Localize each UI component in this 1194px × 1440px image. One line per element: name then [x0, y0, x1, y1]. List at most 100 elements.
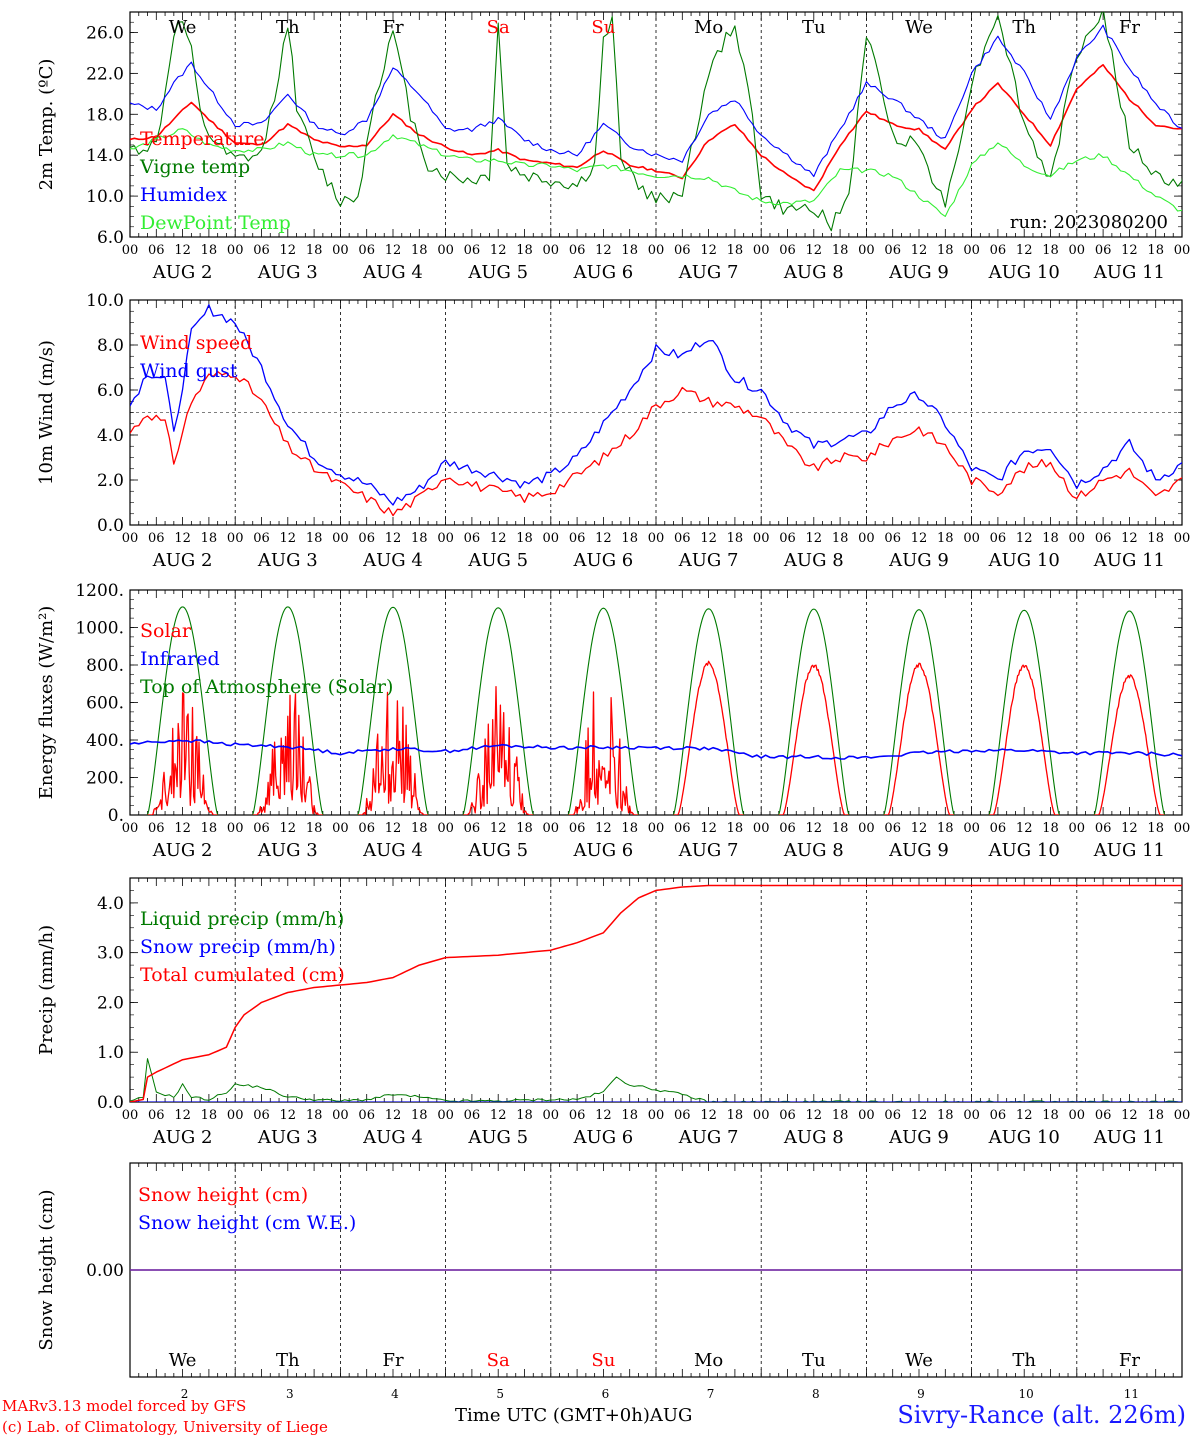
hour-tick-label: 06 — [253, 243, 270, 258]
hour-tick-label: 00 — [1069, 821, 1086, 836]
hour-tick-label: 00 — [858, 1108, 875, 1123]
date-label: AUG 2 — [152, 1127, 213, 1148]
hour-tick-label: 00 — [1174, 531, 1191, 546]
hour-tick-label: 12 — [174, 531, 191, 546]
y-tick-label: 1000. — [75, 619, 124, 639]
hour-tick-label: 18 — [1042, 243, 1059, 258]
weekday-label: Th — [276, 1350, 300, 1371]
hour-tick-label: 00 — [543, 243, 560, 258]
y-tick-label: 200. — [86, 769, 124, 789]
hour-tick-label: 12 — [385, 821, 402, 836]
hour-tick-label: 12 — [1121, 821, 1138, 836]
hour-tick-label: 12 — [1016, 1108, 1033, 1123]
hour-tick-label: 06 — [464, 531, 481, 546]
y-tick-label: 4.0 — [97, 426, 124, 446]
weekday-label: Su — [591, 17, 615, 38]
hour-tick-label: 18 — [306, 243, 323, 258]
hour-tick-label: 12 — [490, 1108, 507, 1123]
weekday-label: Fr — [1119, 1350, 1140, 1371]
hour-tick-label: 12 — [1121, 531, 1138, 546]
day-number-label: 9 — [917, 1387, 925, 1401]
hour-tick-label: 00 — [648, 821, 665, 836]
y-tick-label: 22.0 — [86, 64, 124, 84]
date-label: AUG 5 — [467, 262, 528, 283]
hour-tick-label: 06 — [990, 1108, 1007, 1123]
hour-tick-label: 18 — [727, 1108, 744, 1123]
hour-tick-label: 18 — [727, 821, 744, 836]
hour-tick-label: 06 — [358, 243, 375, 258]
hour-tick-label: 00 — [963, 1108, 980, 1123]
hour-tick-label: 12 — [490, 243, 507, 258]
hour-tick-label: 18 — [1042, 531, 1059, 546]
hour-tick-label: 18 — [727, 531, 744, 546]
day-number-label: 7 — [707, 1387, 715, 1401]
hour-tick-label: 12 — [700, 531, 717, 546]
hour-tick-label: 12 — [280, 821, 297, 836]
hour-tick-label: 18 — [201, 243, 218, 258]
hour-tick-label: 00 — [753, 531, 770, 546]
hour-tick-label: 00 — [437, 243, 454, 258]
hour-tick-label: 18 — [1042, 1108, 1059, 1123]
date-label: AUG 10 — [988, 840, 1060, 861]
hour-tick-label: 06 — [990, 243, 1007, 258]
hour-tick-label: 12 — [280, 243, 297, 258]
station-title: Sivry-Rance (alt. 226m) — [897, 1401, 1186, 1429]
hour-tick-label: 18 — [621, 1108, 638, 1123]
run-label: run: 2023080200 — [1010, 212, 1168, 233]
hour-tick-label: 18 — [937, 531, 954, 546]
y-tick-label: 1.0 — [97, 1043, 124, 1063]
hour-tick-label: 18 — [306, 1108, 323, 1123]
hour-tick-label: 06 — [1095, 243, 1112, 258]
legend-entry: Humidex — [140, 184, 227, 206]
hour-tick-label: 06 — [358, 1108, 375, 1123]
hour-tick-label: 12 — [280, 531, 297, 546]
hour-tick-label: 00 — [122, 1108, 139, 1123]
date-label: AUG 4 — [362, 262, 423, 283]
hour-tick-label: 00 — [437, 1108, 454, 1123]
hour-tick-label: 12 — [385, 243, 402, 258]
date-label: AUG 7 — [678, 262, 739, 283]
legend-entry: Wind gust — [140, 360, 238, 382]
hour-tick-label: 12 — [806, 1108, 823, 1123]
hour-tick-label: 18 — [832, 243, 849, 258]
y-tick-label: 2.0 — [97, 993, 124, 1013]
y-tick-label: 26.0 — [86, 23, 124, 43]
date-label: AUG 7 — [678, 840, 739, 861]
date-label: AUG 9 — [888, 1127, 949, 1148]
series-line — [130, 371, 1182, 517]
hour-tick-label: 00 — [1174, 1108, 1191, 1123]
hour-tick-label: 06 — [674, 531, 691, 546]
date-label: AUG 6 — [573, 262, 634, 283]
hour-tick-label: 12 — [490, 531, 507, 546]
time-axis-label: Time UTC (GMT+0h)AUG — [455, 1405, 693, 1426]
hour-tick-label: 12 — [490, 821, 507, 836]
hour-tick-label: 12 — [385, 1108, 402, 1123]
hour-tick-label: 18 — [411, 531, 428, 546]
date-label: AUG 8 — [783, 1127, 844, 1148]
hour-tick-label: 12 — [1016, 243, 1033, 258]
day-number-label: 6 — [602, 1387, 610, 1401]
hour-tick-label: 06 — [569, 821, 586, 836]
date-label: AUG 5 — [467, 550, 528, 571]
y-tick-label: 14.0 — [86, 146, 124, 166]
hour-tick-label: 06 — [148, 531, 165, 546]
day-number-label: 10 — [1019, 1387, 1034, 1401]
hour-tick-label: 12 — [700, 821, 717, 836]
legend-entry: DewPoint Temp — [140, 212, 291, 234]
hour-tick-label: 18 — [937, 1108, 954, 1123]
hour-tick-label: 18 — [937, 821, 954, 836]
series-line — [130, 24, 1182, 178]
y-tick-label: 600. — [86, 694, 124, 714]
day-number-label: 8 — [812, 1387, 820, 1401]
hour-tick-label: 00 — [1069, 531, 1086, 546]
hour-tick-label: 18 — [621, 243, 638, 258]
hour-tick-label: 18 — [201, 531, 218, 546]
solar-line — [147, 660, 1165, 815]
hour-tick-label: 00 — [1174, 243, 1191, 258]
date-label: AUG 9 — [888, 262, 949, 283]
hour-tick-label: 00 — [332, 821, 349, 836]
hour-tick-label: 00 — [963, 531, 980, 546]
hour-tick-label: 00 — [1069, 1108, 1086, 1123]
weekday-label: Sa — [487, 17, 510, 38]
